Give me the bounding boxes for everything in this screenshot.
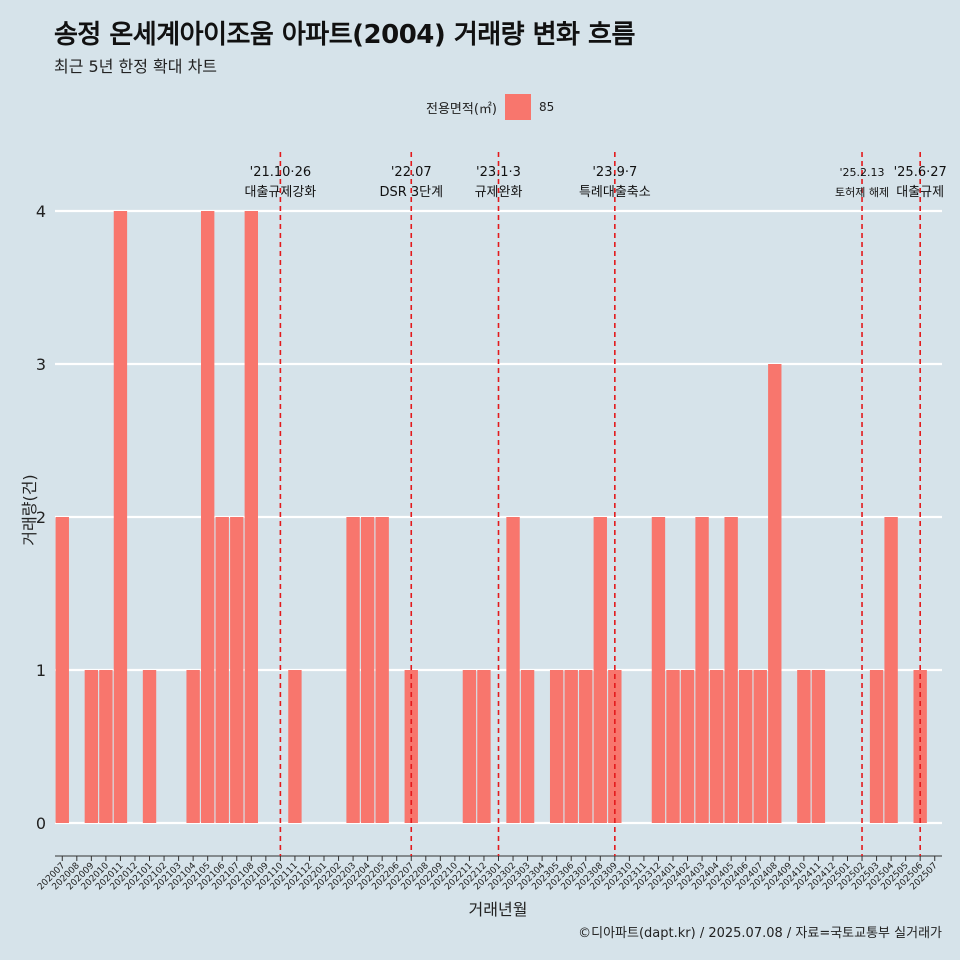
event-label: 대출규제강화 [245, 185, 317, 200]
bar [506, 517, 520, 823]
bar [142, 670, 157, 823]
bar [651, 517, 666, 823]
bar [462, 670, 477, 823]
event-label: 규제완화 [475, 185, 523, 200]
legend-label: 85 [538, 100, 555, 114]
bar [768, 364, 782, 823]
bar [884, 517, 898, 823]
bar [288, 670, 302, 823]
event-date: '25.2.13 [840, 166, 885, 179]
bar [186, 670, 200, 823]
bar [230, 517, 244, 823]
y-tick-label: 3 [36, 355, 46, 374]
legend-title: 전용면적(㎡) [426, 101, 497, 117]
bar [666, 670, 680, 823]
event-date: '22.07 [391, 165, 432, 180]
bar [477, 670, 491, 823]
legend-swatch [504, 94, 531, 120]
bar [55, 517, 69, 823]
bar [695, 517, 709, 823]
bar [200, 211, 215, 823]
bar [84, 670, 99, 823]
bar [869, 670, 884, 823]
source-caption: ©디아파트(dapt.kr) / 2025.07.08 / 자료=국토교통부 실… [578, 926, 942, 941]
bar [811, 670, 826, 823]
event-date: '23.9·7 [592, 165, 637, 180]
event-label: 토허제 해제 [835, 185, 889, 199]
bar [360, 517, 375, 823]
page-subtitle: 최근 5년 한정 확대 차트 [54, 57, 218, 76]
bar [244, 211, 258, 823]
bar [797, 670, 811, 823]
bar [113, 211, 128, 823]
y-tick-label: 0 [36, 814, 46, 833]
event-label: 특례대출축소 [579, 185, 651, 200]
bar [215, 517, 229, 823]
event-date: '25.6·27 [894, 165, 947, 180]
bar [549, 670, 564, 823]
y-axis-title: 거래량(건) [20, 474, 39, 546]
bar [346, 517, 360, 823]
y-tick-label: 1 [36, 661, 46, 680]
bar [753, 670, 767, 823]
bar [99, 670, 113, 823]
bar [593, 517, 607, 823]
bar [375, 517, 389, 823]
y-tick-label: 4 [36, 202, 46, 221]
bar [739, 670, 753, 823]
y-tick-label: 2 [36, 508, 46, 527]
bar [579, 670, 593, 823]
bar [520, 670, 535, 823]
page-title: 송정 온세계아이조움 아파트(2004) 거래량 변화 흐름 [54, 20, 635, 50]
event-date: '23.1·3 [476, 165, 521, 180]
bar [709, 670, 724, 823]
x-axis-title: 거래년월 [468, 900, 528, 919]
legend: 전용면적(㎡) 85 [426, 94, 554, 120]
bar [680, 670, 695, 823]
event-label: DSR 3단계 [379, 185, 443, 200]
bar [564, 670, 578, 823]
bar [724, 517, 738, 823]
event-label: 대출규제 [896, 185, 944, 200]
event-date: '21.10·26 [250, 165, 311, 180]
